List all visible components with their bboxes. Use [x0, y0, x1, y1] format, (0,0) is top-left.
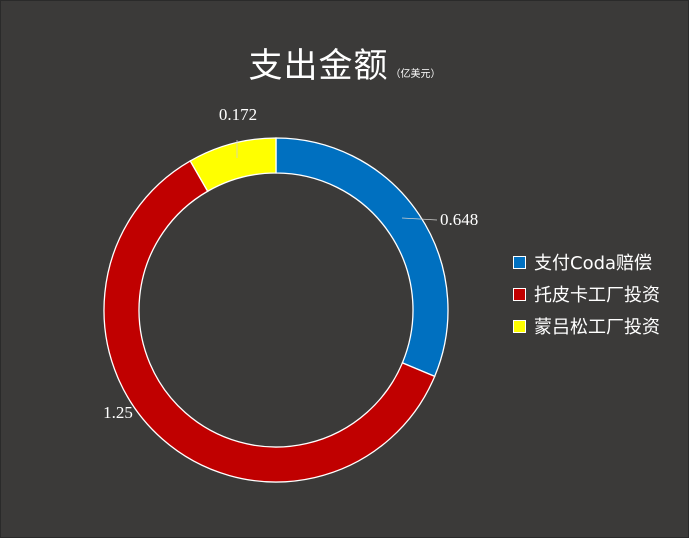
chart-title-block: 支出金额 （亿美元）	[0, 38, 689, 87]
donut-slice	[103, 160, 436, 483]
legend-item: 托皮卡工厂投资	[513, 278, 660, 310]
leader-line-group	[236, 140, 438, 221]
legend-label: 支付Coda赔偿	[534, 253, 653, 274]
data-label: 0.648	[440, 210, 478, 229]
legend: 支付Coda赔偿 托皮卡工厂投资 蒙吕松工厂投资	[513, 246, 660, 342]
unit-note: （亿美元）	[390, 69, 441, 80]
chart-title: 支出金额	[248, 46, 389, 86]
legend-swatch	[513, 255, 526, 269]
legend-swatch	[513, 287, 526, 301]
legend-swatch	[513, 319, 526, 333]
donut-slice	[275, 137, 449, 378]
donut-slice	[189, 137, 277, 193]
data-label: 1.25	[103, 403, 133, 422]
legend-label: 托皮卡工厂投资	[534, 285, 660, 306]
legend-label: 蒙吕松工厂投资	[534, 317, 660, 338]
data-label-group: 0.648 1.25 0.172	[103, 105, 478, 422]
legend-item: 蒙吕松工厂投资	[513, 310, 660, 342]
data-label: 0.172	[219, 105, 257, 124]
leader-line	[401, 217, 438, 221]
slice-group	[103, 137, 449, 483]
legend-item: 支付Coda赔偿	[513, 246, 660, 278]
